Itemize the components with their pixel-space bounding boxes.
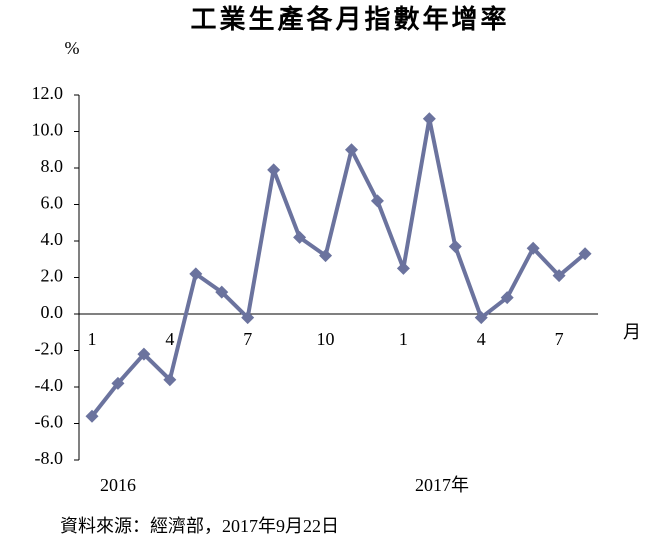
marker bbox=[474, 311, 488, 325]
marker bbox=[345, 143, 358, 157]
y-tick-label: 2.0 bbox=[41, 266, 64, 286]
y-tick-label: 12.0 bbox=[32, 83, 64, 103]
marker bbox=[293, 230, 307, 244]
marker bbox=[500, 291, 514, 305]
marker bbox=[241, 311, 255, 325]
marker bbox=[267, 163, 281, 177]
x-tick-label: 10 bbox=[317, 329, 335, 349]
y-tick-label: 6.0 bbox=[41, 193, 64, 213]
source-note: 資料來源：經濟部，2017年9月22日 bbox=[60, 516, 339, 536]
x-tick-label: 4 bbox=[165, 329, 174, 349]
x-tick-label: 4 bbox=[477, 329, 486, 349]
y-tick-label: 4.0 bbox=[41, 229, 64, 249]
marker bbox=[319, 249, 333, 263]
marker bbox=[189, 267, 203, 281]
marker bbox=[215, 285, 229, 299]
y-tick-label: -6.0 bbox=[35, 412, 64, 432]
y-tick-label: 10.0 bbox=[32, 120, 64, 140]
marker bbox=[137, 347, 151, 361]
year-label: 2016 bbox=[100, 475, 136, 495]
marker bbox=[85, 409, 99, 423]
x-axis-label: 月 bbox=[623, 322, 641, 342]
marker bbox=[578, 247, 592, 261]
y-tick-label: 8.0 bbox=[41, 156, 64, 176]
x-tick-label: 1 bbox=[399, 329, 408, 349]
x-tick-label: 1 bbox=[88, 329, 97, 349]
marker bbox=[370, 194, 384, 208]
x-tick-label: 7 bbox=[243, 329, 252, 349]
y-axis-unit: % bbox=[65, 38, 80, 58]
marker bbox=[526, 241, 540, 255]
marker bbox=[111, 376, 125, 390]
chart-title: 工業生產各月指數年增率 bbox=[190, 4, 509, 34]
line bbox=[90, 116, 587, 418]
marker bbox=[422, 112, 436, 126]
y-tick-label: 0.0 bbox=[41, 302, 64, 322]
y-tick-label: -8.0 bbox=[35, 448, 64, 468]
marker bbox=[163, 373, 177, 387]
marker bbox=[552, 269, 566, 283]
x-tick-label: 7 bbox=[555, 329, 564, 349]
year-label: 2017年 bbox=[415, 475, 469, 495]
y-tick-label: -4.0 bbox=[35, 375, 64, 395]
y-tick-label: -2.0 bbox=[35, 339, 64, 359]
marker bbox=[448, 239, 462, 253]
marker bbox=[396, 261, 410, 275]
